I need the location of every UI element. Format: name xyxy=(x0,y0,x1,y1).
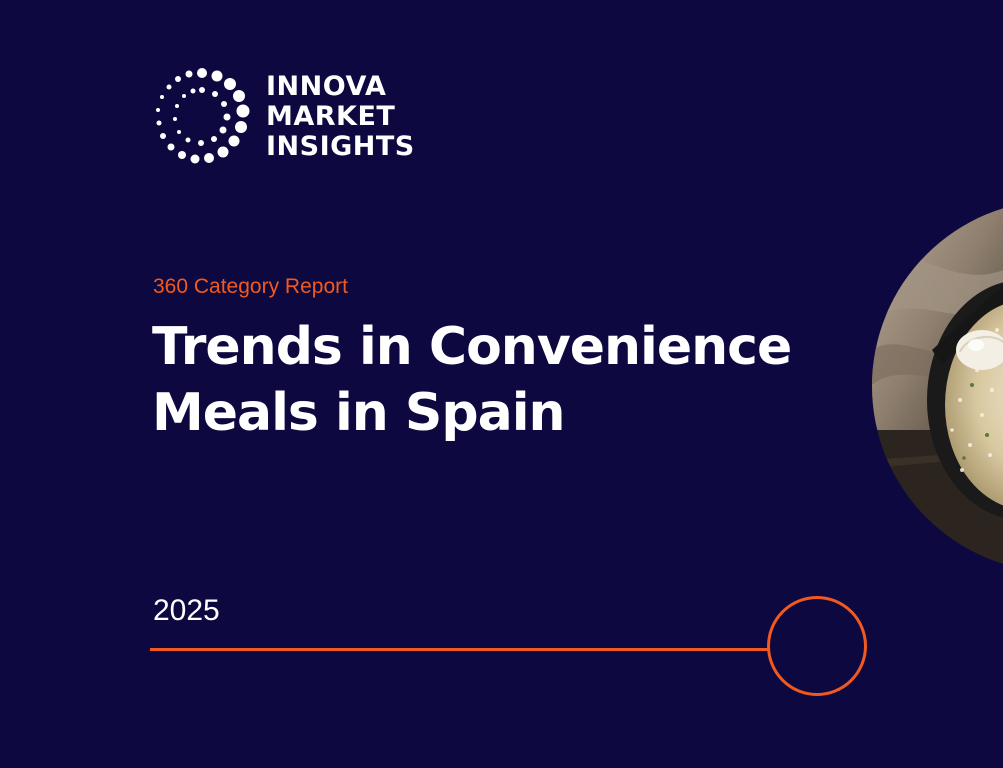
logo-wordmark: INNOVA MARKET INSIGHTS xyxy=(266,72,415,162)
logo-line-market: MARKET xyxy=(266,101,396,132)
accent-circle xyxy=(767,596,867,696)
report-title-line-2: Meals in Spain xyxy=(152,383,566,443)
accent-line xyxy=(150,648,770,651)
innova-logo: INNOVA MARKET INSIGHTS xyxy=(150,66,430,170)
report-title-line-1: Trends in Convenience xyxy=(152,317,792,377)
report-subtitle: 360 Category Report xyxy=(153,275,348,298)
dotted-circle-logo-icon xyxy=(156,68,250,164)
food-photo xyxy=(872,200,1003,572)
logo-line-innova: INNOVA xyxy=(266,71,387,102)
report-year: 2025 xyxy=(153,594,220,627)
report-title: Trends in Convenience Meals in Spain xyxy=(152,314,792,446)
logo-line-insights: INSIGHTS xyxy=(266,131,415,162)
